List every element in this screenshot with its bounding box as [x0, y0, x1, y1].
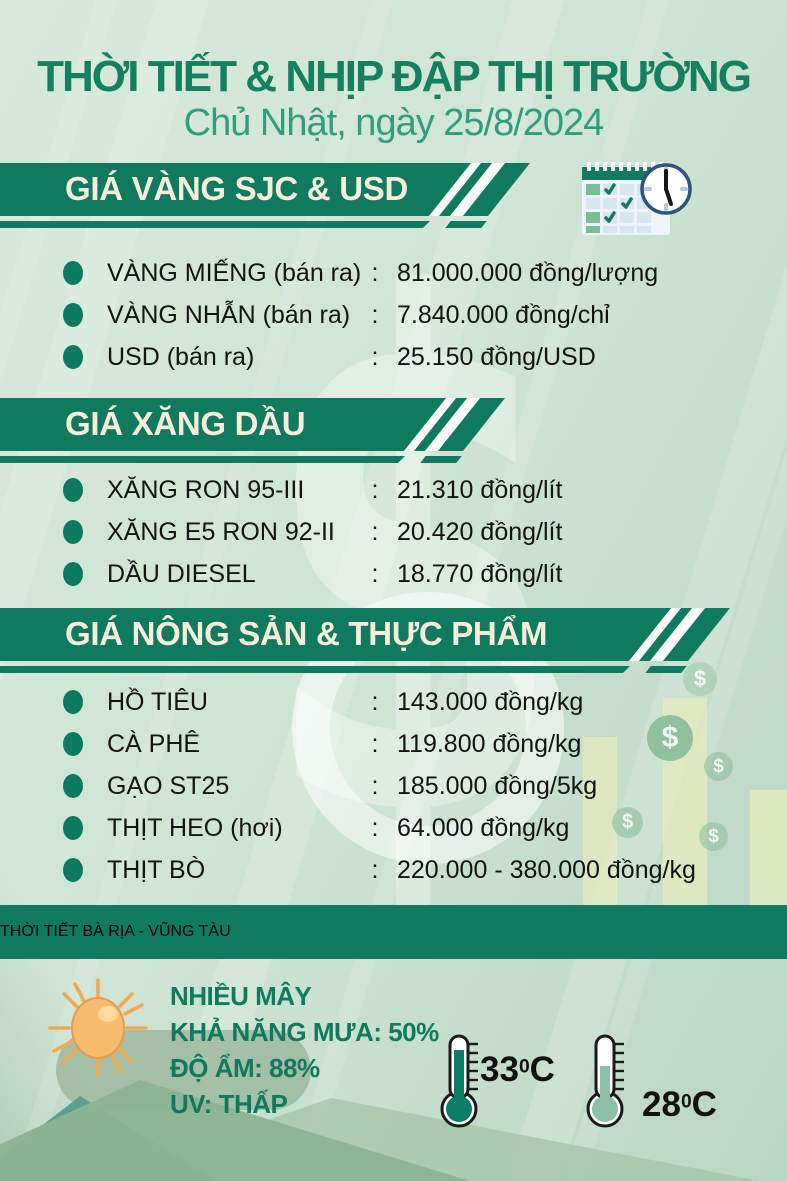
price-value: 81.000.000 đồng/lượng	[397, 258, 659, 287]
night-temperature: 280C	[642, 1085, 717, 1124]
bullet-icon	[63, 478, 83, 502]
colon-separator: :	[371, 475, 379, 504]
price-row: VÀNG MIẾNG (bán ra) : 81.000.000 đồng/lư…	[63, 252, 658, 294]
thermometer-night-icon	[586, 1034, 624, 1128]
price-value: 7.840.000 đồng/chỉ	[397, 300, 610, 329]
price-label: GẠO ST25	[107, 771, 230, 800]
sun-icon	[48, 978, 148, 1078]
page-title: THỜI TIẾT & NHỊP ĐẬP THỊ TRƯỜNG	[37, 52, 752, 101]
gold-price-list: VÀNG MIẾNG (bán ra) : 81.000.000 đồng/lư…	[63, 252, 658, 378]
food-price-list: HỒ TIÊU : 143.000 đồng/kg CÀ PHÊ : 119.8…	[63, 681, 696, 891]
dollar-coin-icon: $	[647, 715, 693, 761]
price-value: 143.000 đồng/kg	[397, 687, 584, 716]
bullet-icon	[63, 303, 83, 327]
price-label: XĂNG E5 RON 92-II	[107, 517, 335, 546]
price-label: HỒ TIÊU	[107, 687, 208, 716]
weather-rain-chance: KHẢ NĂNG MƯA: 50%	[170, 1017, 439, 1047]
price-row: XĂNG E5 RON 92-II : 20.420 đồng/lít	[63, 511, 562, 553]
bullet-icon	[63, 690, 83, 714]
bar-chart-bar	[750, 790, 787, 905]
price-label: USD (bán ra)	[107, 342, 255, 371]
price-value: 220.000 - 380.000 đồng/kg	[397, 855, 696, 884]
price-value: 20.420 đồng/lít	[397, 517, 563, 546]
dollar-coin-icon: $	[699, 822, 728, 851]
colon-separator: :	[371, 813, 379, 842]
price-label: CÀ PHÊ	[107, 729, 201, 758]
banner-underline-tip	[445, 221, 487, 228]
price-value: 18.770 đồng/lít	[397, 559, 563, 588]
colon-separator: :	[371, 517, 379, 546]
dollar-coin-icon: $	[704, 752, 733, 781]
weather-humidity: ĐỘ ẨM: 88%	[170, 1053, 320, 1083]
colon-separator: :	[371, 342, 379, 371]
section-banner-food: GIÁ NÔNG SẢN & THỰC PHẨM	[0, 608, 730, 661]
price-row: THỊT BÒ : 220.000 - 380.000 đồng/kg	[63, 849, 696, 891]
banner-underline-tip	[420, 456, 462, 463]
price-label: VÀNG NHẪN (bán ra)	[107, 300, 351, 329]
bullet-icon	[63, 562, 83, 586]
price-row: DẦU DIESEL : 18.770 đồng/lít	[63, 553, 562, 595]
price-label: DẦU DIESEL	[107, 559, 256, 588]
bullet-icon	[63, 261, 83, 285]
banner-underline-tip	[645, 666, 687, 673]
bullet-icon	[63, 520, 83, 544]
colon-separator: :	[371, 855, 379, 884]
price-label: VÀNG MIẾNG (bán ra)	[107, 258, 362, 287]
colon-separator: :	[371, 258, 379, 287]
section-banner-weather: THỜI TIẾT BÀ RỊA - VŨNG TÀU	[0, 905, 787, 959]
price-value: 185.000 đồng/5kg	[397, 771, 598, 800]
section-title: THỜI TIẾT BÀ RỊA - VŨNG TÀU	[0, 923, 231, 940]
price-value: 25.150 đồng/USD	[397, 342, 596, 371]
price-value: 21.310 đồng/lít	[397, 475, 563, 504]
page-date: Chủ Nhật, ngày 25/8/2024	[183, 102, 605, 144]
bullet-icon	[63, 816, 83, 840]
section-title: GIÁ NÔNG SẢN & THỰC PHẨM	[65, 615, 548, 652]
price-row: VÀNG NHẪN (bán ra) : 7.840.000 đồng/chỉ	[63, 294, 658, 336]
bullet-icon	[63, 732, 83, 756]
colon-separator: :	[371, 300, 379, 329]
dollar-coin-icon: $	[612, 807, 643, 838]
colon-separator: :	[371, 729, 379, 758]
fuel-price-list: XĂNG RON 95-III : 21.310 đồng/lít XĂNG E…	[63, 469, 562, 595]
bullet-icon	[63, 345, 83, 369]
price-row: CÀ PHÊ : 119.800 đồng/kg	[63, 723, 696, 765]
price-label: THỊT HEO (hơi)	[107, 813, 283, 842]
price-value: 64.000 đồng/kg	[397, 813, 570, 842]
colon-separator: :	[371, 687, 379, 716]
price-label: THỊT BÒ	[107, 855, 206, 884]
price-row: XĂNG RON 95-III : 21.310 đồng/lít	[63, 469, 562, 511]
bar-chart-bar	[583, 737, 617, 905]
banner-underline	[0, 221, 430, 228]
dollar-coin-icon: $	[683, 662, 717, 696]
price-row: GẠO ST25 : 185.000 đồng/5kg	[63, 765, 696, 807]
section-banner-gold: GIÁ VÀNG SJC & USD	[0, 163, 530, 216]
price-label: XĂNG RON 95-III	[107, 475, 305, 504]
section-banner-fuel: GIÁ XĂNG DẦU	[0, 398, 505, 451]
weather-condition: NHIỀU MÂY	[170, 981, 312, 1011]
price-row: THỊT HEO (hơi) : 64.000 đồng/kg	[63, 807, 696, 849]
weather-uv: UV: THẤP	[170, 1089, 288, 1119]
price-row: USD (bán ra) : 25.150 đồng/USD	[63, 336, 658, 378]
day-temperature: 330C	[480, 1050, 555, 1089]
section-title: GIÁ XĂNG DẦU	[65, 405, 306, 442]
banner-underline	[0, 456, 405, 463]
bullet-icon	[63, 858, 83, 882]
colon-separator: :	[371, 559, 379, 588]
price-row: HỒ TIÊU : 143.000 đồng/kg	[63, 681, 696, 723]
colon-separator: :	[371, 771, 379, 800]
section-title: GIÁ VÀNG SJC & USD	[65, 170, 408, 207]
calendar-clock-icon	[582, 162, 692, 235]
price-value: 119.800 đồng/kg	[397, 729, 582, 758]
banner-underline	[0, 666, 630, 673]
bullet-icon	[63, 774, 83, 798]
thermometer-day-icon	[440, 1034, 478, 1128]
